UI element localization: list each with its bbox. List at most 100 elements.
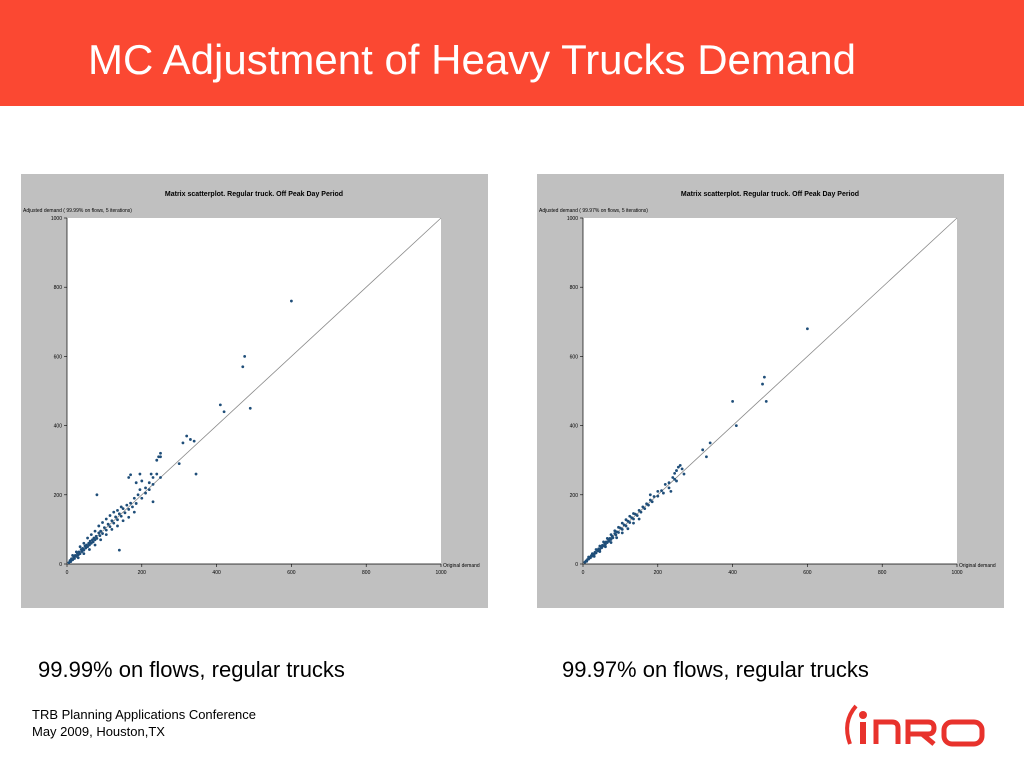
data-point xyxy=(116,524,119,528)
data-point xyxy=(159,451,162,455)
inro-logo-mark xyxy=(845,704,985,747)
data-point xyxy=(144,486,147,490)
data-point xyxy=(806,327,809,331)
data-point xyxy=(604,545,607,549)
data-point xyxy=(185,434,189,438)
data-point xyxy=(617,531,620,534)
data-point xyxy=(243,355,247,358)
data-point xyxy=(73,557,76,560)
x-tick-label: 200 xyxy=(138,570,147,576)
data-point xyxy=(99,529,103,533)
data-point xyxy=(637,517,641,521)
data-point xyxy=(617,525,620,529)
data-point xyxy=(626,527,630,531)
data-point xyxy=(673,477,677,481)
data-point xyxy=(138,472,142,476)
data-point xyxy=(71,553,75,557)
data-point xyxy=(639,510,643,514)
data-point xyxy=(82,552,86,556)
data-point xyxy=(675,469,678,472)
data-point xyxy=(95,536,99,540)
data-point xyxy=(734,424,738,427)
data-point xyxy=(147,481,151,485)
data-point xyxy=(609,538,613,541)
data-point xyxy=(93,543,97,547)
data-point xyxy=(650,500,654,504)
data-point xyxy=(613,529,617,533)
data-point xyxy=(669,489,673,493)
data-point xyxy=(604,542,607,546)
data-point xyxy=(222,410,226,414)
data-point xyxy=(140,479,144,483)
data-point xyxy=(194,472,198,476)
data-point xyxy=(95,493,99,497)
data-point xyxy=(177,462,181,466)
data-point xyxy=(662,491,665,495)
data-point xyxy=(97,524,101,528)
data-point xyxy=(660,489,663,493)
data-point xyxy=(108,514,112,517)
data-point xyxy=(117,548,121,552)
chart-panel-right: Matrix scatterplot. Regular truck. Off P… xyxy=(537,174,1004,608)
y-tick-label: 1000 xyxy=(567,216,578,222)
data-point xyxy=(764,399,768,403)
data-point xyxy=(628,521,632,524)
data-point xyxy=(78,552,82,556)
data-point xyxy=(104,517,108,521)
y-tick-label: 200 xyxy=(54,493,63,499)
data-point xyxy=(609,533,613,536)
data-point xyxy=(652,495,656,498)
data-point xyxy=(647,503,650,507)
data-point xyxy=(121,507,125,511)
data-point xyxy=(705,455,708,459)
y-tick-label: 400 xyxy=(54,424,63,430)
x-tick-label: 0 xyxy=(66,570,69,576)
data-point xyxy=(155,458,159,462)
data-point xyxy=(123,511,127,515)
data-point xyxy=(106,522,110,526)
data-point xyxy=(587,555,591,559)
reference-line xyxy=(582,217,958,565)
y-tick-label: 600 xyxy=(54,354,63,360)
data-point xyxy=(181,441,185,445)
y-tick-label: 1000 xyxy=(51,216,62,222)
data-point xyxy=(762,375,766,379)
data-point xyxy=(114,515,118,519)
data-point xyxy=(127,507,131,511)
x-tick-label: 0 xyxy=(582,570,585,576)
data-point xyxy=(667,486,671,490)
data-point xyxy=(656,489,660,493)
data-point xyxy=(91,540,95,544)
data-point xyxy=(594,551,598,555)
data-point xyxy=(121,519,125,523)
data-point xyxy=(701,448,705,452)
data-point xyxy=(632,517,635,521)
x-axis-label: Original demand xyxy=(443,563,480,569)
data-point xyxy=(116,508,119,512)
y-tick-label: 800 xyxy=(570,285,579,291)
x-tick-label: 1000 xyxy=(435,570,446,576)
data-point xyxy=(673,471,677,475)
data-point xyxy=(598,550,602,553)
data-point xyxy=(144,491,147,495)
chart-title: Matrix scatterplot. Regular truck. Off P… xyxy=(165,191,343,198)
caption-left: 99.99% on flows, regular trucks xyxy=(38,657,345,682)
data-point xyxy=(74,550,78,554)
data-point xyxy=(761,382,764,386)
y-tick-label: 600 xyxy=(570,354,579,360)
data-point xyxy=(101,521,104,524)
data-point xyxy=(132,510,136,514)
data-point xyxy=(676,465,680,469)
data-point xyxy=(119,505,123,509)
data-point xyxy=(69,560,73,563)
data-point xyxy=(129,501,132,505)
data-point xyxy=(605,536,609,540)
x-tick-label: 1000 xyxy=(951,570,962,576)
data-point xyxy=(594,548,598,551)
data-point xyxy=(602,540,605,544)
data-point xyxy=(134,481,138,485)
data-point xyxy=(104,528,108,532)
x-tick-label: 400 xyxy=(212,570,221,576)
data-point xyxy=(134,502,138,505)
data-point xyxy=(600,546,604,550)
